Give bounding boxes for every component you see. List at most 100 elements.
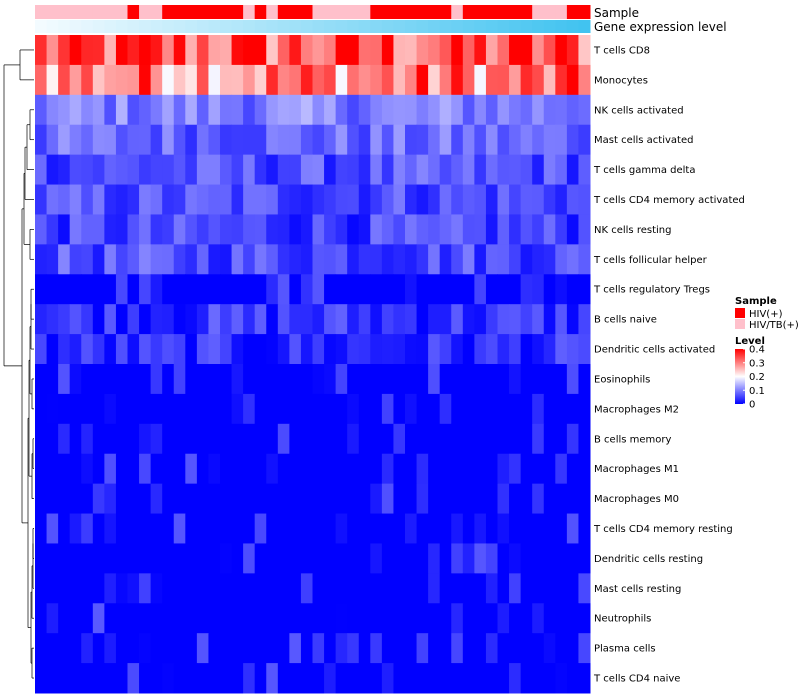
heatmap-cell bbox=[115, 633, 128, 664]
heatmap-cell bbox=[289, 453, 302, 485]
heatmap-cell bbox=[497, 334, 510, 365]
heatmap-cell bbox=[393, 483, 406, 515]
heatmap-cell bbox=[254, 94, 267, 126]
heatmap-cell bbox=[289, 334, 302, 365]
heatmap-cell bbox=[324, 364, 337, 395]
heatmap-cell bbox=[543, 543, 556, 574]
heatmap-cell bbox=[208, 663, 221, 694]
sample-cell bbox=[509, 5, 522, 19]
sample-cell bbox=[358, 5, 371, 19]
heatmap-cell bbox=[312, 573, 325, 604]
heatmap-cell bbox=[335, 633, 348, 664]
expression-cell bbox=[300, 20, 313, 33]
heatmap-cell bbox=[428, 94, 441, 126]
sample-cell bbox=[69, 5, 82, 19]
heatmap-cell bbox=[127, 663, 140, 694]
heatmap-cell bbox=[208, 214, 221, 245]
heatmap-cell bbox=[428, 244, 441, 275]
heatmap-cell bbox=[150, 154, 163, 186]
heatmap-cell bbox=[92, 483, 105, 515]
heatmap-cell bbox=[474, 244, 487, 275]
heatmap-cell bbox=[485, 573, 498, 604]
heatmap-cell bbox=[358, 214, 371, 245]
heatmap-cell bbox=[139, 483, 152, 515]
heatmap-cell bbox=[127, 513, 140, 544]
heatmap-cell bbox=[462, 154, 475, 186]
heatmap-cell bbox=[254, 334, 267, 365]
heatmap-cell bbox=[139, 94, 152, 126]
heatmap-cell bbox=[277, 244, 290, 275]
heatmap-cell bbox=[520, 334, 533, 365]
heatmap-cell bbox=[312, 513, 325, 544]
row-label: T cells CD8 bbox=[593, 45, 650, 56]
heatmap-cell bbox=[566, 244, 579, 275]
heatmap-cell bbox=[509, 393, 522, 425]
legend-tick-label: 0 bbox=[749, 400, 755, 411]
heatmap-cell bbox=[220, 64, 233, 96]
heatmap-cell bbox=[35, 94, 48, 126]
heatmap-cell bbox=[81, 483, 94, 515]
heatmap-cell bbox=[81, 35, 94, 66]
heatmap-cell bbox=[104, 124, 117, 156]
heatmap-cell bbox=[474, 603, 487, 634]
heatmap-cell bbox=[324, 603, 337, 634]
heatmap-cell bbox=[35, 35, 48, 66]
heatmap-cell bbox=[162, 633, 175, 664]
heatmap-cell bbox=[312, 483, 325, 515]
heatmap-cell bbox=[58, 274, 71, 305]
heatmap-cell bbox=[416, 393, 429, 425]
heatmap-cell bbox=[196, 573, 209, 604]
heatmap-cell bbox=[300, 393, 313, 425]
heatmap-cell bbox=[381, 64, 394, 96]
heatmap-cell bbox=[254, 184, 267, 215]
heatmap-cell bbox=[416, 603, 429, 634]
heatmap-cell bbox=[358, 274, 371, 305]
heatmap-cell bbox=[104, 483, 117, 515]
heatmap-cell bbox=[335, 603, 348, 634]
heatmap-cell bbox=[220, 184, 233, 215]
heatmap-cell bbox=[300, 334, 313, 365]
heatmap-cell bbox=[543, 154, 556, 186]
expression-cell bbox=[428, 20, 441, 33]
heatmap-cell bbox=[312, 274, 325, 305]
heatmap-cell bbox=[485, 214, 498, 245]
heatmap-cell bbox=[566, 453, 579, 485]
legend-label-hivtb: HIV/TB(+) bbox=[749, 320, 799, 331]
heatmap-cell bbox=[485, 244, 498, 275]
heatmap-cell bbox=[58, 453, 71, 485]
heatmap-cell bbox=[277, 334, 290, 365]
heatmap-cell bbox=[509, 633, 522, 664]
heatmap-cell bbox=[497, 304, 510, 335]
legend-swatch-hiv bbox=[735, 308, 745, 318]
heatmap-cell bbox=[347, 184, 360, 215]
heatmap-cell bbox=[324, 184, 337, 215]
heatmap-cell bbox=[358, 184, 371, 215]
heatmap-cell bbox=[185, 483, 198, 515]
heatmap-cell bbox=[162, 184, 175, 215]
heatmap-cell bbox=[381, 663, 394, 694]
heatmap-cell bbox=[381, 274, 394, 305]
heatmap-cell bbox=[474, 214, 487, 245]
heatmap-cell bbox=[347, 543, 360, 574]
heatmap-cell bbox=[566, 304, 579, 335]
heatmap-cell bbox=[485, 423, 498, 455]
heatmap-cell bbox=[220, 633, 233, 664]
heatmap-cell bbox=[393, 423, 406, 455]
heatmap-cell bbox=[381, 513, 394, 544]
heatmap-cell bbox=[35, 453, 48, 485]
heatmap-cell bbox=[208, 244, 221, 275]
heatmap-cell bbox=[277, 64, 290, 96]
row-label: Mast cells resting bbox=[594, 584, 681, 595]
heatmap-cell bbox=[381, 483, 394, 515]
heatmap-cell bbox=[92, 35, 105, 66]
heatmap-cell bbox=[254, 244, 267, 275]
heatmap-cell bbox=[104, 94, 117, 126]
heatmap-cell bbox=[566, 573, 579, 604]
heatmap-cell bbox=[150, 423, 163, 455]
legend: Sample HIV(+) HIV/TB(+) Level 0.40.30.20… bbox=[735, 296, 799, 411]
heatmap-cell bbox=[115, 334, 128, 365]
heatmap-cell bbox=[266, 35, 279, 66]
heatmap-cell bbox=[231, 393, 244, 425]
heatmap-cell bbox=[439, 64, 452, 96]
heatmap-cell bbox=[509, 214, 522, 245]
